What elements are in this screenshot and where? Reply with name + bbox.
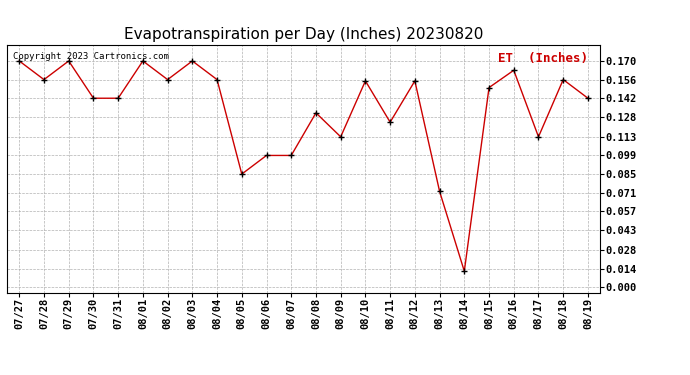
Text: ET  (Inches): ET (Inches) [498, 53, 589, 65]
Text: Copyright 2023 Cartronics.com: Copyright 2023 Cartronics.com [13, 53, 169, 62]
Title: Evapotranspiration per Day (Inches) 20230820: Evapotranspiration per Day (Inches) 2023… [124, 27, 483, 42]
